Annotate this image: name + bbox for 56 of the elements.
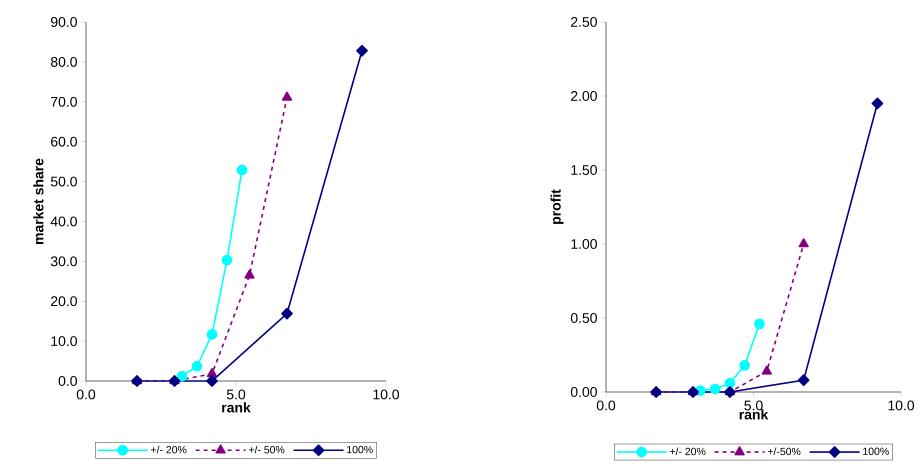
point	[222, 254, 232, 266]
y-tick-label: 70.0	[51, 96, 77, 107]
y-tick-label: 90.0	[50, 17, 77, 27]
point	[168, 375, 180, 387]
y-axis-title: market share	[33, 158, 44, 244]
point	[650, 386, 662, 398]
y-tick-label: 1.50	[571, 165, 597, 175]
legend-label: +/-50%	[768, 447, 800, 456]
point	[710, 384, 720, 394]
x-tick-label: 0.0	[76, 390, 96, 400]
point	[724, 386, 736, 398]
point	[281, 308, 293, 320]
point	[206, 375, 218, 387]
y-tick-label: 10.0	[51, 336, 77, 346]
point	[798, 374, 810, 386]
point	[872, 98, 884, 110]
legend-label: 100%	[347, 446, 373, 454]
y-axis-title: profit	[550, 189, 564, 224]
point	[754, 318, 765, 330]
x-axis-title: rank	[222, 402, 251, 412]
x-tick-label: 10.0	[888, 400, 914, 410]
point	[206, 368, 218, 378]
y-tick-label: 1.00	[571, 239, 597, 249]
point	[282, 92, 292, 101]
y-tick-label: 0.0	[58, 376, 77, 386]
y-tick-label: 20.0	[51, 296, 77, 306]
point	[356, 44, 368, 57]
y-tick-label: 50.0	[50, 176, 77, 186]
legend-label: 100%	[863, 448, 889, 456]
y-tick-label: 0.50	[570, 313, 597, 323]
x-axis-title: rank	[740, 409, 768, 420]
y-tick-label: 2.50	[571, 17, 597, 27]
x-tick-label: 5.0	[744, 400, 763, 410]
x-tick-label: 0.0	[596, 400, 616, 410]
point	[206, 329, 218, 340]
legend-label: +/- 20%	[151, 446, 186, 454]
point	[236, 164, 248, 176]
y-tick-label: 80.0	[50, 56, 77, 67]
point	[724, 378, 736, 388]
legend-label: +/- 20%	[670, 447, 706, 456]
x-tick-label: 5.0	[226, 390, 246, 400]
y-tick-label: 40.0	[50, 216, 77, 226]
point	[131, 375, 143, 387]
point	[762, 365, 772, 375]
y-tick-label: 2.00	[571, 91, 597, 101]
point	[176, 370, 188, 382]
point	[739, 360, 750, 371]
y-tick-label: 30.0	[50, 256, 77, 266]
y-tick-label: 0.00	[570, 387, 597, 397]
point	[192, 360, 202, 372]
x-tick-label: 10.0	[373, 390, 400, 400]
point	[687, 386, 699, 398]
y-tick-label: 60.0	[51, 136, 77, 147]
point	[244, 269, 255, 279]
point	[798, 238, 809, 248]
legend-label: +/- 50%	[248, 446, 284, 454]
